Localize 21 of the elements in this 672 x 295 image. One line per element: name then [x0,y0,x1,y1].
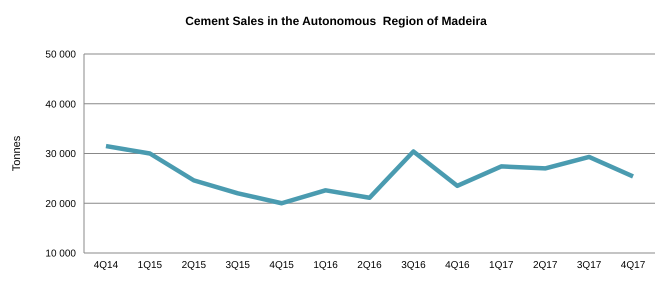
line-series [104,144,636,206]
y-axis-title: Tonnes [10,135,23,172]
chart-title: Cement Sales in the Autonomous Region of Madeira [184,14,488,28]
x-tick-label: 3Q15 [225,260,250,272]
x-tick-label: 4Q17 [620,260,646,272]
x-tick-label: 1Q15 [138,260,163,272]
x-tick-label: 3Q16 [401,260,426,272]
x-tick-label: 2Q16 [357,260,382,272]
x-tick-label: 2Q17 [532,260,558,272]
x-tick-label: 1Q16 [313,260,338,272]
x-tick-label: 2Q15 [182,260,206,272]
x-tick-label: 4Q15 [269,260,294,272]
x-tick-label: 3Q17 [576,260,602,272]
y-tick-label: 10 000 [45,248,76,260]
x-tick-label: 4Q14 [94,260,119,272]
y-tick-label: 40 000 [45,99,76,110]
x-tick-label: 1Q17 [489,260,514,272]
y-tick-label: 30 000 [45,149,76,160]
y-tick-label: 20 000 [45,198,76,210]
x-tick-label: 4Q16 [445,260,470,272]
y-tick-label: 50 000 [45,50,76,61]
